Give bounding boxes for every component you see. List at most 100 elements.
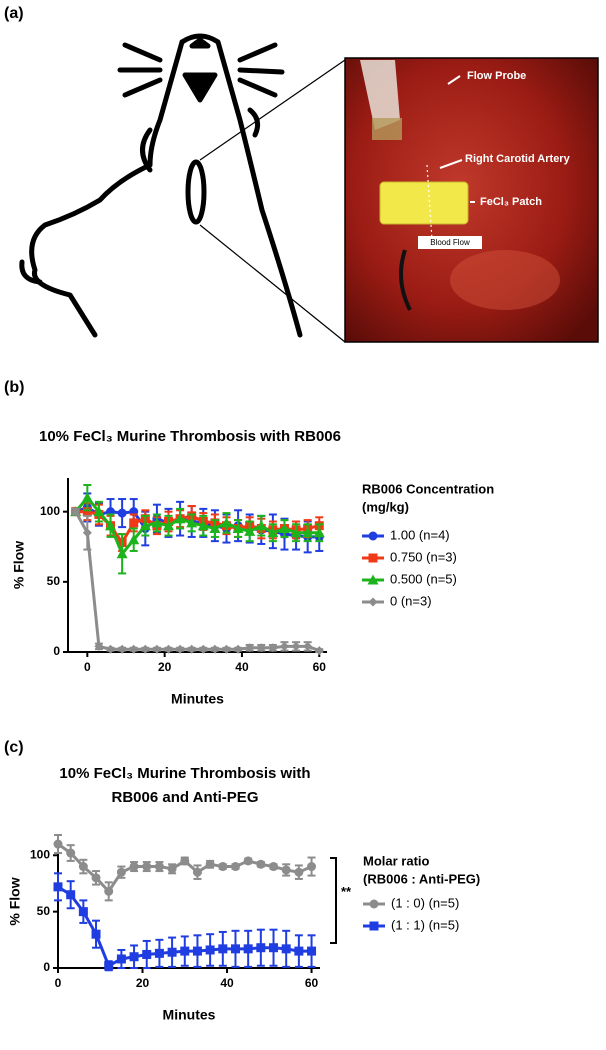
panel-label: (a): [4, 5, 24, 22]
marker: [82, 528, 92, 538]
significance-bracket: [330, 857, 337, 944]
data-line: [75, 505, 320, 539]
series: [70, 484, 325, 575]
marker: [218, 862, 228, 872]
legend-label: 0.750 (n=3): [390, 549, 457, 564]
marker: [53, 882, 63, 892]
marker: [142, 949, 152, 959]
marker: [243, 856, 253, 866]
marker: [302, 527, 314, 538]
marker: [290, 527, 302, 538]
y-tick-label: 100: [30, 847, 50, 861]
marker: [281, 865, 291, 875]
marker: [104, 886, 114, 896]
marker: [129, 862, 139, 872]
photo-label: Flow Probe: [467, 70, 526, 82]
marker: [105, 520, 117, 531]
marker: [230, 944, 240, 954]
marker: [186, 517, 198, 528]
panel-label: (b): [4, 379, 24, 396]
marker: [82, 507, 92, 517]
x-tick-label: 20: [158, 660, 172, 674]
x-tick-label: 0: [84, 660, 91, 674]
y-axis-label: % Flow: [11, 541, 27, 589]
data-line: [74, 495, 320, 557]
marker: [198, 644, 208, 654]
marker: [294, 867, 304, 877]
marker: [245, 643, 255, 653]
marker: [66, 890, 76, 900]
marker: [142, 862, 152, 872]
marker: [268, 643, 278, 653]
marker: [154, 948, 164, 958]
marker: [104, 961, 114, 971]
series: [53, 834, 317, 902]
legend-label: 0 (n=3): [390, 593, 432, 608]
marker: [116, 867, 126, 877]
marker: [129, 644, 139, 654]
photo-label: FeCl₃ Patch: [480, 196, 542, 208]
y-tick-label: 0: [53, 644, 60, 658]
marker: [205, 859, 215, 869]
legend-marker: [369, 899, 379, 909]
y-tick-label: 50: [37, 904, 51, 918]
marker: [180, 856, 190, 866]
legend-title: (RB006 : Anti-PEG): [363, 871, 480, 886]
marker: [232, 523, 244, 534]
marker: [129, 518, 139, 528]
marker: [192, 867, 202, 877]
x-axis-label: Minutes: [163, 1007, 216, 1023]
marker: [154, 862, 164, 872]
marker: [244, 525, 256, 536]
photo-label: Right Carotid Artery: [465, 153, 571, 165]
marker: [243, 944, 253, 954]
marker: [291, 641, 301, 651]
marker: [210, 644, 220, 654]
legend-title: Molar ratio: [363, 853, 430, 868]
chart-title: 10% FeCl₃ Murine Thrombosis with: [59, 765, 310, 782]
marker: [279, 641, 289, 651]
chart-title: RB006 and Anti-PEG: [112, 789, 259, 806]
photo-label: Blood Flow: [430, 238, 470, 247]
x-tick-label: 20: [136, 976, 150, 990]
marker: [281, 944, 291, 954]
legend-label: 0.500 (n=5): [390, 571, 457, 586]
surgery-photo: Flow Probe Right Carotid Artery FeCl₃ Pa…: [344, 57, 599, 343]
marker: [106, 644, 116, 654]
marker: [205, 945, 215, 955]
x-axis-label: Minutes: [171, 691, 224, 707]
x-tick-label: 40: [220, 976, 234, 990]
marker: [167, 947, 177, 957]
marker: [313, 527, 325, 538]
marker: [117, 644, 127, 654]
marker: [117, 508, 127, 518]
marker: [71, 507, 81, 517]
legend-marker: [368, 531, 378, 541]
marker: [294, 946, 304, 956]
marker: [303, 641, 313, 651]
y-tick-label: 50: [47, 574, 61, 588]
legend-marker: [367, 574, 379, 585]
marker: [218, 944, 228, 954]
mouse-drawing: [19, 33, 303, 338]
marker: [221, 644, 231, 654]
marker: [53, 839, 63, 849]
marker: [267, 527, 279, 538]
marker: [94, 641, 104, 651]
marker: [220, 517, 232, 528]
marker: [256, 643, 266, 653]
panel-label: (c): [4, 739, 24, 756]
marker: [256, 943, 266, 953]
marker: [255, 520, 267, 531]
x-tick-label: 40: [235, 660, 249, 674]
series: [71, 507, 324, 656]
zoom-line: [199, 59, 346, 161]
marker: [192, 946, 202, 956]
series: [53, 872, 317, 972]
marker: [116, 954, 126, 964]
y-tick-label: 0: [43, 960, 50, 974]
data-line: [74, 510, 320, 653]
marker: [233, 644, 243, 654]
marker: [256, 859, 266, 869]
